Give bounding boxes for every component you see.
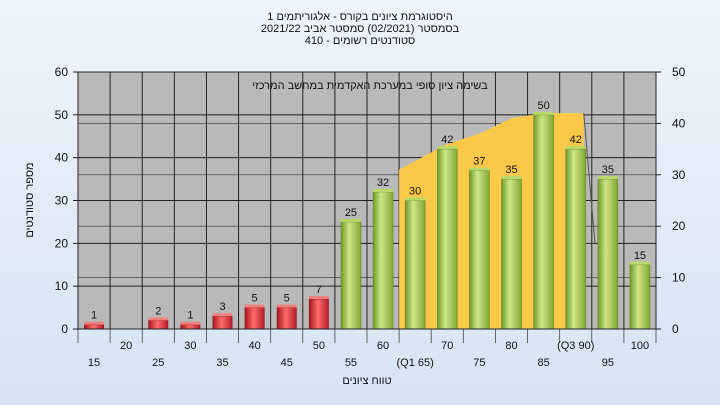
x-tick-label: 70 [441,340,453,352]
bar-value-label: 25 [345,207,357,219]
x-tick-label: 25 [152,357,164,369]
bar-top-cap [373,188,394,192]
bar-top-cap [212,313,233,317]
x-tick-label: 75 [473,357,485,369]
bar [469,170,490,330]
bar-top-cap [533,111,554,115]
y2-tick-label: 50 [672,65,686,79]
bar [372,191,394,330]
x-tick-label: 45 [281,357,293,369]
bar-value-label: 5 [252,293,258,305]
y2-tick-label: 40 [672,116,686,130]
bar [148,320,169,330]
bar-value-label: 15 [634,250,646,262]
q3-marker-line [583,113,596,244]
x-tick-label: 55 [345,357,357,369]
chart-title-line-3: סטודנטים רשומים - 410 [304,35,416,47]
plot-frame [77,71,657,330]
y-tick-label: 50 [55,108,69,122]
bar [180,324,201,330]
bar-top-cap [277,304,297,308]
bar-top-cap [84,321,104,325]
x-tick-label: 40 [248,340,260,352]
x-tick-label: (Q1 65) [397,357,434,369]
y2-tick-label: 20 [672,219,686,233]
bar [212,315,233,330]
x-tick-label: 35 [216,357,228,369]
bar-value-label: 30 [409,186,421,198]
bar [597,178,619,330]
bar-top-cap [565,146,586,150]
x-tick-label: 15 [88,357,100,369]
y2-tick-label: 10 [672,271,686,285]
chart-title-line-1: היסטוגרמת ציונים בקורס - אלגוריתמים 1 [267,11,453,23]
bar-value-label: 3 [219,301,225,313]
x-tick-label: 80 [505,340,517,352]
x-axis-title: טווח ציונים [342,375,391,387]
y-axis-title: מספר סטודנטים [24,162,36,237]
bar-value-label: 2 [155,305,161,317]
y2-tick-label: 0 [672,322,679,336]
chart-title-line-2: בסמסטר (02/2021) סמסטר אביב 2021/22 [260,23,460,35]
x-tick-label: 85 [537,357,549,369]
bar-value-label: 1 [187,310,193,322]
bar-value-label: 42 [570,134,582,146]
x-tick-label: 50 [313,340,325,352]
bar-top-cap [180,321,201,325]
x-tick-label: 100 [631,340,649,352]
bar [629,264,651,330]
chart-inner-title: בשימה ציון סופי במערכת האקדמית במחשב המר… [252,80,488,92]
bar [533,114,554,330]
x-tick-label: 30 [184,340,196,352]
bar-top-cap [597,176,618,180]
y-tick-label: 0 [61,322,68,336]
bar-top-cap [148,317,168,321]
bar-top-cap [340,218,361,222]
bar-top-cap [501,176,522,180]
y-tick-label: 10 [55,279,69,293]
bar-value-label: 32 [377,177,389,189]
bar [244,307,265,330]
bar-value-label: 50 [537,100,549,112]
x-tick-label: 60 [377,340,389,352]
x-tick-label: 20 [120,340,132,352]
bar [404,200,426,330]
bar-top-cap [244,304,265,308]
bar [84,324,104,330]
y-tick-label: 60 [55,65,69,79]
y-tick-label: 40 [55,151,69,165]
bar [437,148,458,330]
bar-top-cap [629,261,650,265]
axes-layer: 0102030405060010203040501520253035404550… [55,65,686,369]
bar [501,178,522,330]
bar-top-cap [309,296,329,300]
x-tick-label: 95 [602,357,614,369]
bar-value-label: 35 [505,164,517,176]
bar-value-label: 35 [602,164,614,176]
x-tick-label: (Q3 90) [557,340,594,352]
bar-value-label: 7 [316,284,322,296]
bar-value-label: 5 [284,293,290,305]
y-tick-label: 20 [55,236,69,250]
bar-value-label: 1 [91,310,97,322]
bar [276,307,297,330]
bar [340,221,362,330]
bar [565,148,586,330]
bar [308,298,329,330]
bar-top-cap [469,167,490,171]
bar-top-cap [405,197,426,201]
y-tick-label: 30 [55,194,69,208]
bar-top-cap [437,146,458,150]
y2-tick-label: 30 [672,168,686,182]
bar-value-label: 37 [473,156,485,168]
bar-value-label: 42 [441,134,453,146]
